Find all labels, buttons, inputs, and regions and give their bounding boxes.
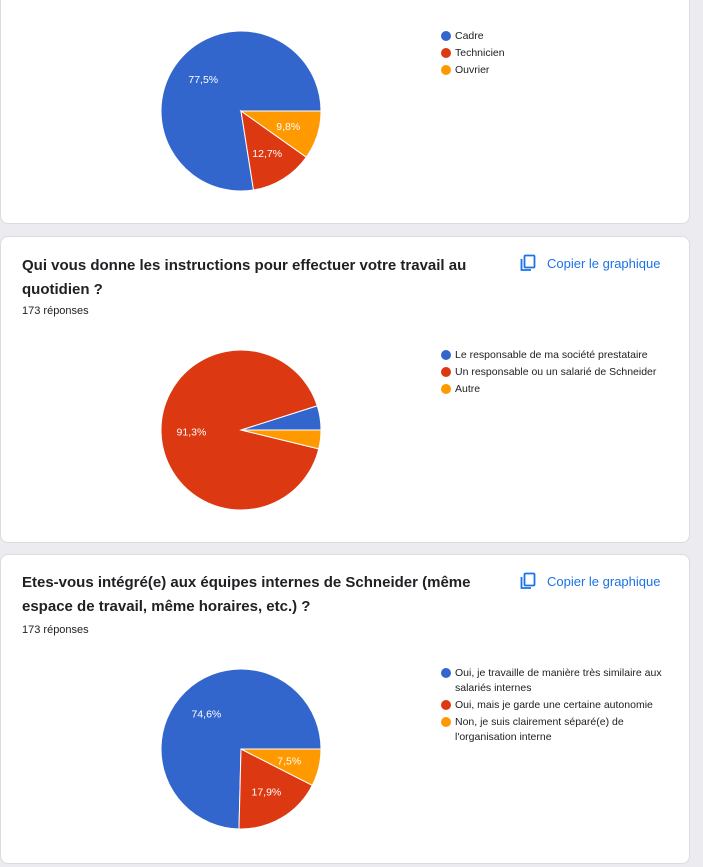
pie-chart: 91,3% — [160, 349, 322, 511]
legend-label: Ouvrier — [455, 64, 490, 76]
legend-label: Cadre — [455, 30, 484, 42]
copy-chart-button[interactable]: Copier le graphique — [519, 254, 660, 272]
legend-label: Technicien — [455, 47, 505, 59]
legend-swatch — [441, 65, 451, 75]
response-count: 173 réponses — [22, 305, 89, 317]
slice-label: 77,5% — [188, 74, 218, 86]
copy-chart-label: Copier le graphique — [547, 573, 661, 589]
copy-icon — [520, 254, 536, 271]
pie-slice[interactable] — [238, 748, 313, 830]
chart-card: Etes-vous intégré(e) aux équipes interne… — [0, 554, 690, 864]
pie-slice[interactable] — [239, 110, 322, 158]
question-title: Qui vous donne les instructions pour eff… — [22, 257, 467, 298]
legend-item: Oui, mais je garde une certaine autonomi… — [441, 698, 676, 713]
slice-label: 9,8% — [276, 121, 300, 133]
legend-item: Autre — [441, 382, 676, 397]
legend-item: Ouvrier — [441, 63, 676, 78]
pie-chart: 77,5% 12,7% 9,8% — [160, 30, 322, 192]
legend-item: Un responsable ou un salarié de Schneide… — [441, 365, 676, 380]
legend-swatch — [441, 700, 451, 710]
slice-label: 12,7% — [252, 148, 282, 160]
slice-label: 7,5% — [277, 756, 301, 768]
legend-swatch — [441, 350, 451, 360]
slice-label: 74,6% — [191, 708, 221, 720]
legend-swatch — [441, 48, 451, 58]
pie-slice[interactable] — [240, 109, 308, 191]
copy-chart-label: Copier le graphique — [547, 255, 661, 271]
pie-slice[interactable] — [160, 349, 320, 511]
legend-item: Technicien — [441, 46, 676, 61]
legend-item: Oui, je travaille de manière très simila… — [441, 666, 676, 696]
chart-card: Qui vous donne les instructions pour eff… — [0, 236, 690, 543]
chart-legend: Cadre Technicien Ouvrier — [441, 29, 676, 80]
pie-chart: 74,6% 17,9% 7,5% — [160, 668, 322, 830]
legend-label: Le responsable de ma société prestataire — [455, 349, 648, 361]
response-count: 173 réponses — [22, 624, 89, 636]
slice-label: 91,3% — [177, 427, 207, 439]
legend-label: Autre — [455, 383, 481, 395]
legend-label: Oui, je travaille de manière très simila… — [455, 667, 662, 694]
legend-label: Non, je suis clairement séparé(e) de l'o… — [455, 716, 624, 743]
slice-label: 17,9% — [251, 787, 281, 799]
legend-item: Non, je suis clairement séparé(e) de l'o… — [441, 715, 676, 745]
question-title: Etes-vous intégré(e) aux équipes interne… — [22, 574, 471, 615]
legend-swatch — [441, 31, 451, 41]
chart-card: 77,5% 12,7% 9,8% Cadre Technicien Ouvrier — [0, 0, 690, 224]
copy-icon — [520, 572, 536, 589]
chart-legend: Le responsable de ma société prestataire… — [441, 348, 676, 399]
legend-swatch — [441, 717, 451, 727]
legend-label: Oui, mais je garde une certaine autonomi… — [455, 699, 653, 711]
legend-swatch — [441, 367, 451, 377]
pie-slice[interactable] — [240, 429, 322, 450]
pie-slice[interactable] — [240, 748, 322, 786]
legend-label: Un responsable ou un salarié de Schneide… — [455, 366, 657, 378]
chart-legend: Oui, je travaille de manière très simila… — [441, 666, 676, 747]
legend-swatch — [441, 668, 451, 678]
copy-chart-button[interactable]: Copier le graphique — [519, 572, 660, 590]
legend-swatch — [441, 384, 451, 394]
legend-item: Le responsable de ma société prestataire — [441, 348, 676, 363]
legend-item: Cadre — [441, 29, 676, 44]
